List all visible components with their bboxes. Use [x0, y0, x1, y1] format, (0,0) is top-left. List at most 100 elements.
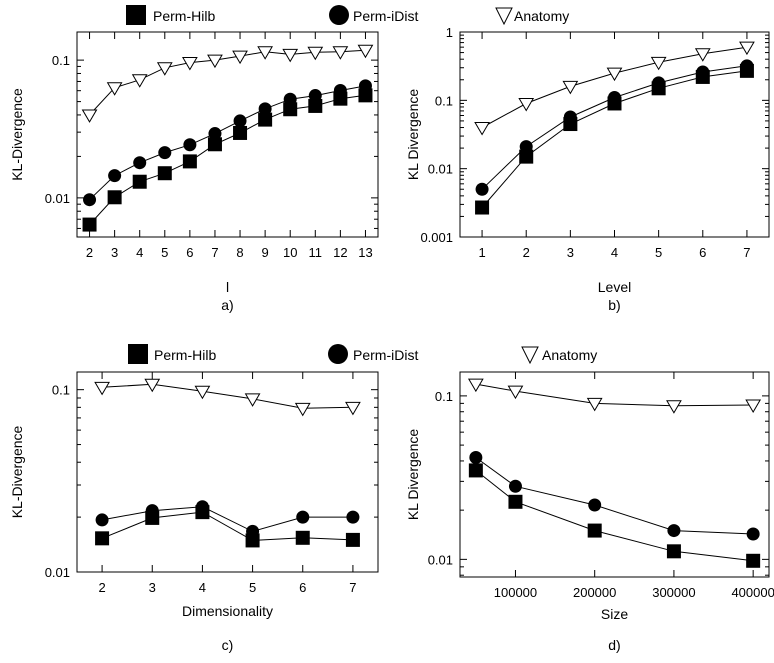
data-point-square: [157, 166, 172, 181]
y-tick-label: 0.1: [435, 93, 453, 108]
legend-top: Perm-Hilb Perm-iDist Anatomy: [126, 5, 569, 26]
panel-caption: b): [608, 297, 620, 313]
panel-caption: a): [221, 297, 233, 313]
x-tick-label: 2: [523, 245, 530, 260]
data-point-circle: [208, 127, 222, 141]
data-point-triangle: [606, 67, 623, 82]
data-point-square: [107, 190, 122, 205]
plot-frame: [76, 371, 379, 573]
data-point-triangle: [467, 378, 484, 393]
data-point-triangle: [194, 385, 211, 400]
legend-marker-circle: [329, 5, 349, 25]
x-tick-label: 4: [611, 245, 618, 260]
x-tick-label: 300000: [652, 585, 695, 600]
data-point-triangle: [586, 397, 603, 412]
y-tick-label: 0.01: [428, 162, 453, 177]
data-point-circle: [308, 89, 322, 103]
data-point-circle: [158, 146, 172, 160]
data-point-circle: [333, 83, 347, 97]
y-axis-label: KL-Divergence: [9, 88, 25, 181]
data-point-circle: [296, 510, 310, 524]
data-point-square: [295, 530, 310, 545]
x-tick-label: 9: [262, 245, 269, 260]
data-point-circle: [588, 498, 602, 512]
legend-label-perm-idist: Perm-iDist: [353, 347, 418, 363]
x-tick-label: 7: [349, 580, 356, 595]
data-point-circle: [667, 524, 681, 538]
data-point-triangle: [156, 62, 173, 76]
data-point-triangle: [94, 381, 110, 396]
chart-panel-b: 0.001 0.01 0.1 1 1 2 3 4 5 6 7 Level KL Divergence b): [405, 25, 770, 313]
data-point-square: [519, 149, 534, 164]
data-point-square: [233, 125, 248, 140]
y-tick-label: 0.1: [435, 389, 453, 404]
data-point-triangle: [144, 378, 161, 393]
data-point-circle: [283, 92, 297, 106]
y-tick-label: 0.01: [45, 191, 70, 206]
data-point-triangle: [244, 393, 261, 407]
x-tick-label: 7: [743, 245, 750, 260]
data-point-triangle: [207, 54, 223, 69]
x-tick-label: 8: [236, 245, 243, 260]
data-point-triangle: [357, 44, 374, 59]
x-tick-label: 5: [655, 245, 662, 260]
data-point-circle: [95, 513, 109, 527]
x-tick-label: 5: [161, 245, 168, 260]
data-point-circle: [475, 182, 489, 196]
data-point-circle: [195, 500, 209, 514]
legend-label-anatomy: Anatomy: [542, 347, 597, 363]
legend-marker-circle: [328, 344, 348, 364]
x-tick-label: 13: [358, 245, 372, 260]
y-axis-label: KL Divergence: [405, 429, 421, 521]
data-point-circle: [183, 138, 197, 152]
y-tick-label: 0.001: [420, 230, 453, 245]
chart-panel-d: 0.01 0.1 100000 200000 300000 400000 Size KL Di…: [405, 371, 774, 653]
data-point-circle: [358, 79, 372, 93]
data-point-triangle: [745, 399, 762, 413]
data-point-square: [666, 544, 681, 559]
data-point-circle: [652, 76, 666, 90]
y-axis-label: KL-Divergence: [9, 425, 25, 518]
data-point-circle: [608, 91, 621, 105]
x-tick-label: 12: [333, 245, 347, 260]
data-point-circle: [469, 450, 483, 464]
data-point-square: [132, 174, 147, 189]
series-line: [89, 49, 366, 116]
data-point-circle: [83, 193, 97, 207]
data-point-triangle: [131, 74, 148, 88]
x-tick-label: 3: [149, 580, 156, 595]
x-tick-label: 100000: [494, 585, 537, 600]
data-point-square: [82, 217, 97, 232]
y-tick-label: 0.01: [45, 565, 70, 580]
data-point-square: [587, 523, 602, 538]
series-line: [481, 65, 747, 190]
plot-frame: [459, 371, 770, 578]
data-point-square: [95, 531, 110, 546]
data-point-circle: [508, 479, 522, 493]
data-point-triangle: [739, 41, 755, 56]
x-axis-label: l: [226, 279, 229, 295]
data-point-square: [308, 98, 323, 113]
data-point-triangle: [257, 46, 273, 60]
data-point-triangle: [307, 46, 324, 61]
x-axis-label: Dimensionality: [182, 603, 273, 619]
data-point-triangle: [666, 400, 682, 414]
data-point-circle: [258, 102, 272, 116]
y-tick-label: 1: [446, 25, 453, 40]
data-point-triangle: [182, 57, 198, 71]
data-point-triangle: [81, 109, 98, 123]
data-point-circle: [696, 65, 710, 79]
data-point-square: [245, 533, 260, 548]
data-point-circle: [746, 527, 760, 541]
x-tick-label: 6: [299, 580, 306, 595]
data-point-triangle: [474, 122, 490, 136]
data-point-square: [283, 102, 298, 117]
data-point-square: [358, 88, 373, 103]
x-tick-label: 1: [478, 245, 485, 260]
data-point-triangle: [345, 401, 361, 416]
panel-caption: d): [608, 637, 620, 653]
data-point-triangle: [650, 56, 667, 71]
x-tick-label: 200000: [573, 585, 616, 600]
data-point-circle: [108, 169, 122, 183]
data-point-circle: [233, 114, 247, 128]
